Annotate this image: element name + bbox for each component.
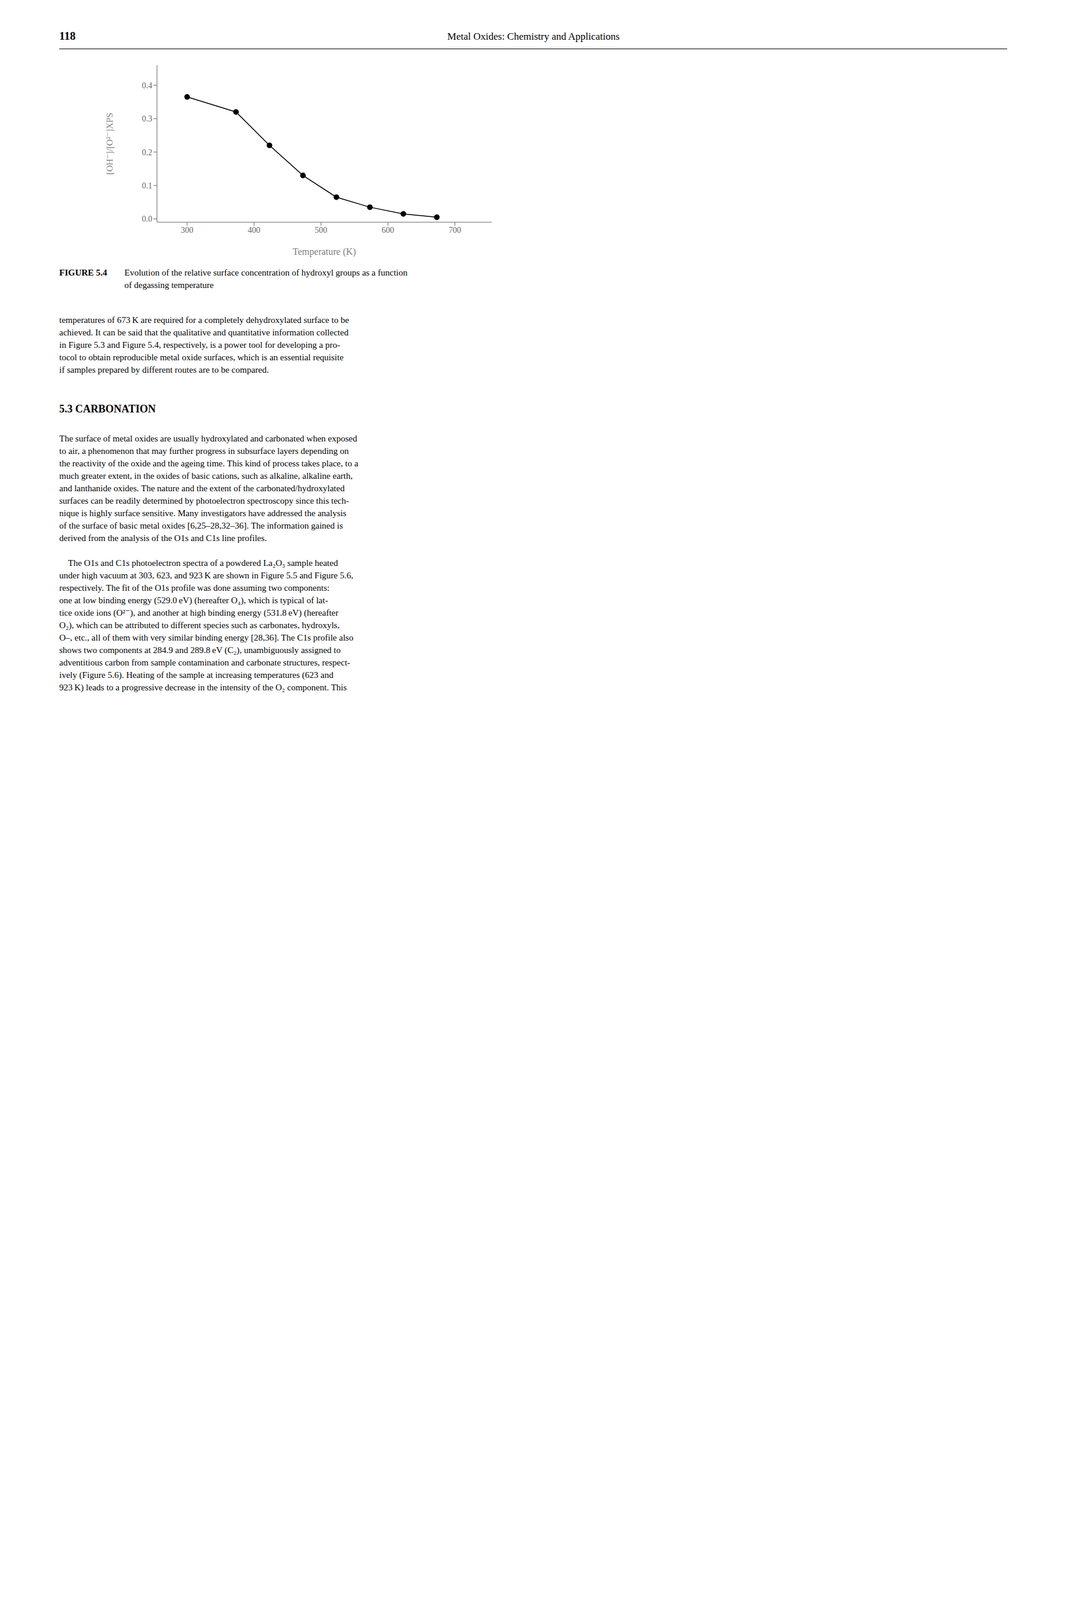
html-text:Evolution of the relative surf: Evolution of the relative surface concen…	[124, 267, 408, 290]
html-text:Metal Oxides: Chemistry and Ap: Metal Oxides: Chemistry and Applications	[447, 30, 620, 43]
html-text:The surface of metal oxides ar: The surface of metal oxides are usually …	[59, 433, 359, 543]
svg-text:600: 600	[381, 225, 394, 235]
svg-text:0.1: 0.1	[142, 181, 153, 191]
html-text:temperatures of 673 K are requ: temperatures of 673 K are required for a…	[59, 315, 349, 375]
svg-text:[OH⁻]/[O²⁻]XPS: [OH⁻]/[O²⁻]XPS	[104, 112, 115, 175]
svg-text:0.0: 0.0	[142, 214, 153, 224]
svg-text:0.3: 0.3	[142, 114, 153, 124]
html-text:118: 118	[59, 29, 76, 43]
svg-text:0.4: 0.4	[142, 81, 153, 91]
svg-text:Temperature (K): Temperature (K)	[292, 246, 357, 258]
svg-text:700: 700	[448, 225, 461, 235]
svg-text:500: 500	[314, 225, 328, 235]
svg-text:300: 300	[180, 225, 194, 235]
svg-text:0.2: 0.2	[142, 148, 153, 157]
html-text:The O1s and C1s photoelectron: The O1s and C1s photoelectron spectra of…	[59, 558, 354, 692]
html-text:5.3 CARBONATION: 5.3 CARBONATION	[59, 402, 156, 415]
svg-text:400: 400	[247, 225, 261, 235]
html-text:FIGURE 5.4: FIGURE 5.4	[59, 267, 108, 278]
